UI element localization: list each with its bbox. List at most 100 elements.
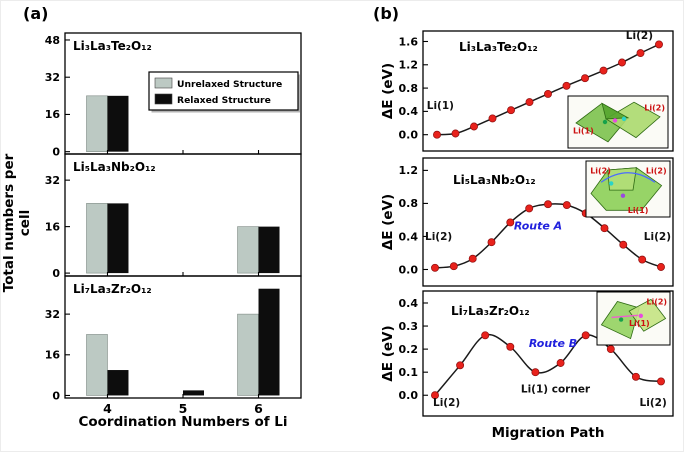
inset-label: Li(2) xyxy=(646,166,667,175)
y-tick-label: 32 xyxy=(45,174,60,187)
y-tick-label: 32 xyxy=(45,71,60,84)
chart-a2: 0 16 32 Li₅La₃Nb₂O₁₂ xyxy=(45,153,302,280)
data-point xyxy=(631,372,640,381)
bar-relaxed-cn4 xyxy=(107,370,129,396)
chart-b2: 0.0 0.4 0.8 1.2 Li₅La₃Nb₂O₁₂ ΔE (eV) Li(2) Li(2… xyxy=(380,157,674,287)
inset-label: Li(2) xyxy=(644,104,665,113)
data-point xyxy=(581,74,589,83)
chart-title: Li₅La₃Nb₂O₁₂ xyxy=(73,160,156,174)
y-axis-label: ΔE (eV) xyxy=(380,194,396,250)
data-point xyxy=(599,66,608,75)
inset-polyhedron xyxy=(607,167,637,191)
inset-label: Li(2) xyxy=(646,298,667,307)
inset-polyhedron xyxy=(601,102,630,120)
data-point xyxy=(488,114,497,123)
inset-migration-arrow xyxy=(611,314,638,319)
bar-relaxed-cn5 xyxy=(183,390,204,396)
chart-title: Li₃La₃Te₂O₁₂ xyxy=(459,40,538,54)
data-point xyxy=(544,89,552,98)
y-tick-label: 0.0 xyxy=(399,389,419,402)
annotation-li-2-: Li(2) xyxy=(626,30,653,42)
legend-label: Unrelaxed Structure xyxy=(177,79,282,90)
y-axis-label: ΔE (eV) xyxy=(380,63,396,119)
inset-label: Li(2) xyxy=(590,166,611,175)
y-tick-label: 0.8 xyxy=(399,82,419,95)
y-tick-label: 0.4 xyxy=(399,297,419,310)
chart-a1: 0 16 32 48 Li₃La₃Te₂O₁₂ Unrelaxed Structure Re… xyxy=(45,32,302,158)
bar-unrelaxed-cn6 xyxy=(237,313,259,396)
bar-unrelaxed-cn4 xyxy=(86,203,108,274)
data-point xyxy=(556,359,565,367)
legend-label: Relaxed Structure xyxy=(177,95,271,106)
y-axis-label: ΔE (eV) xyxy=(380,325,396,381)
legend-swatch xyxy=(154,77,173,89)
y-tick-label: 0.0 xyxy=(399,128,419,141)
chart-a3: 4 5 6 0 16 32 Li₇La₃Zr₂O₁₂ xyxy=(45,275,302,416)
data-point xyxy=(636,49,645,58)
data-point xyxy=(507,106,515,115)
data-point xyxy=(657,377,665,386)
inset-polyhedron xyxy=(605,101,661,139)
y-tick-label: 16 xyxy=(45,108,61,121)
chart-title: Li₇La₃Zr₂O₁₂ xyxy=(73,282,152,296)
y-tick-label: 0.1 xyxy=(399,366,419,379)
panel-a-x-axis-label: Coordination Numbers of Li xyxy=(78,414,288,430)
data-point xyxy=(431,391,439,400)
inset-label: Li(1) xyxy=(629,319,650,328)
inset-atom xyxy=(609,181,614,186)
y-tick-label: 48 xyxy=(45,34,60,47)
data-point xyxy=(433,130,441,139)
bar-relaxed-cn6 xyxy=(258,288,280,396)
y-tick-label: 0.2 xyxy=(399,343,419,356)
annotation-route-b: Route B xyxy=(529,337,577,350)
annotation-li-1-corner: Li(1) corner xyxy=(521,383,591,395)
x-tick-label: 5 xyxy=(179,401,188,416)
data-point xyxy=(638,255,647,264)
y-tick-label: 0 xyxy=(52,267,60,280)
bar-unrelaxed-cn6 xyxy=(237,226,259,274)
plot-border xyxy=(422,30,674,152)
chart-title: Li₃La₃Te₂O₁₂ xyxy=(73,39,152,53)
data-point xyxy=(531,368,540,377)
chart-title: Li₇La₃Zr₂O₁₂ xyxy=(451,304,530,318)
y-tick-label: 1.2 xyxy=(399,164,419,177)
data-point xyxy=(606,345,615,354)
panel-b-label: (b) xyxy=(373,4,400,23)
plot-border xyxy=(64,275,302,399)
chart-b3: 0.0 0.1 0.2 0.3 0.4 Li₇La₃Zr₂O₁₂ ΔE (eV) Li(2) L… xyxy=(380,290,674,417)
data-point xyxy=(456,361,465,370)
inset-label: Li(1) xyxy=(573,126,594,135)
y-tick-label: 0 xyxy=(52,389,60,402)
bar-relaxed-cn6 xyxy=(258,226,280,274)
y-tick-label: 0.8 xyxy=(399,197,419,210)
inset-atom xyxy=(602,119,608,125)
bar-unrelaxed-cn4 xyxy=(86,334,108,396)
panel-b-x-axis-label: Migration Path xyxy=(491,425,605,441)
data-point xyxy=(506,342,515,351)
inset-atom xyxy=(618,317,624,322)
data-point xyxy=(431,263,439,272)
data-point xyxy=(600,224,609,233)
data-point xyxy=(581,331,590,340)
y-tick-label: 32 xyxy=(45,308,60,321)
inset-atom xyxy=(638,313,643,319)
bar-unrelaxed-cn4 xyxy=(86,95,108,152)
inset-atom xyxy=(620,193,626,198)
annotation-li-2-: Li(2) xyxy=(644,231,671,243)
inset-polyhedron xyxy=(628,298,667,332)
x-tick-label: 4 xyxy=(103,401,112,416)
legend-box xyxy=(148,71,299,111)
data-point xyxy=(544,200,552,209)
data-point xyxy=(562,81,571,90)
annotation-route-a: Route A xyxy=(514,220,562,233)
data-point xyxy=(481,331,490,340)
data-point xyxy=(525,204,534,213)
plot-border xyxy=(422,157,674,287)
annotation-li-2-: Li(2) xyxy=(425,231,452,243)
inset-atom xyxy=(612,118,618,123)
data-point xyxy=(619,240,628,249)
data-point xyxy=(506,218,515,227)
y-tick-label: 0.3 xyxy=(399,320,419,333)
data-point xyxy=(468,254,477,263)
